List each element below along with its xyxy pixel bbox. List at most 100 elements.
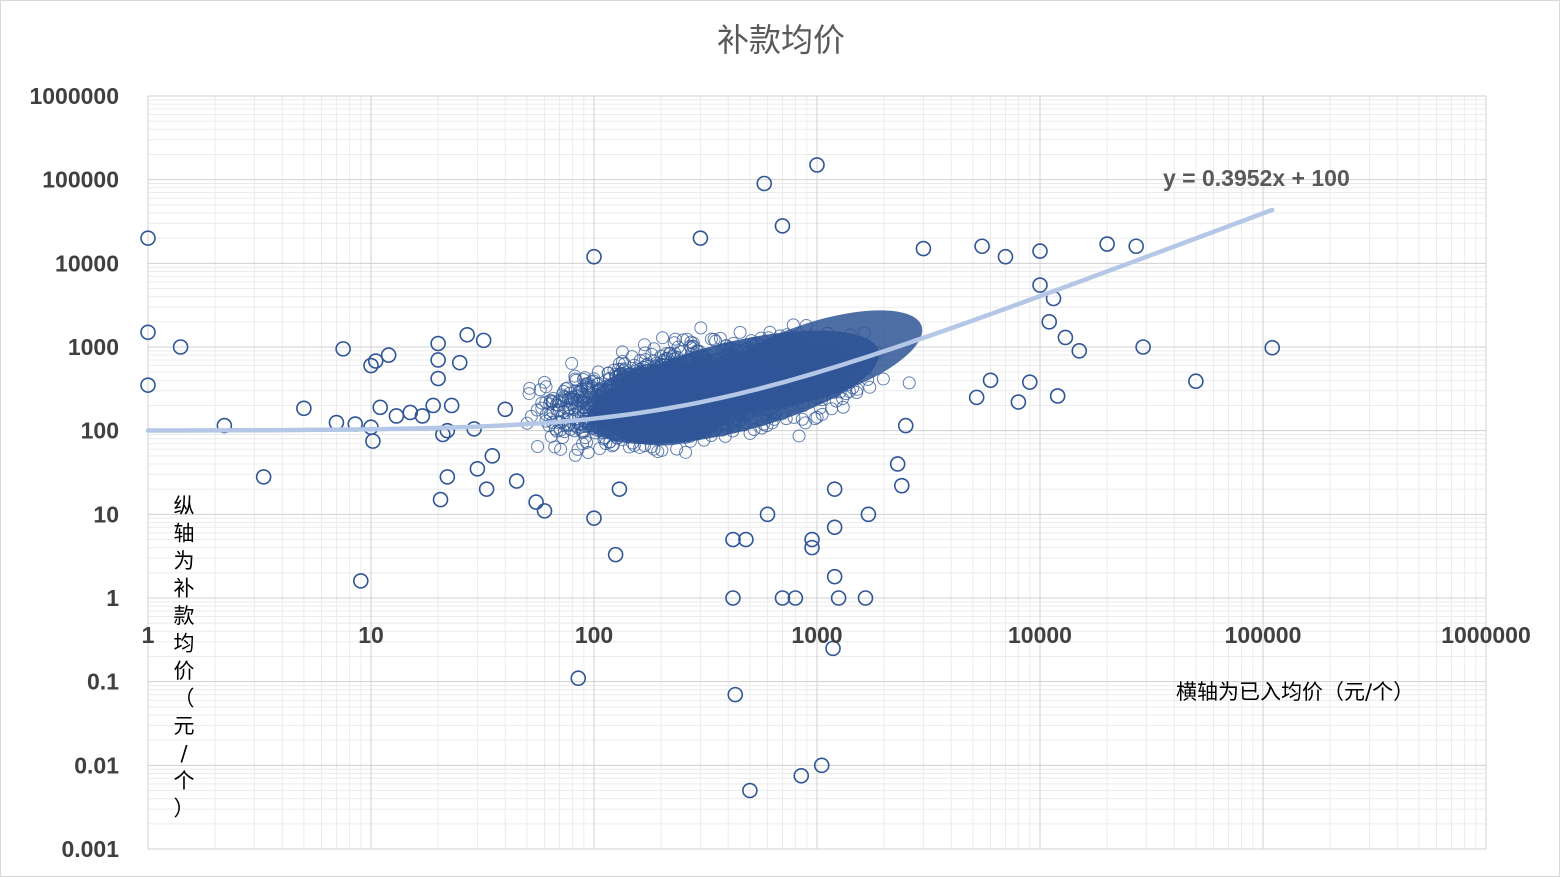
cluster-point xyxy=(795,412,809,426)
x-tick-label: 1 xyxy=(142,622,155,648)
data-point xyxy=(897,417,914,434)
data-point xyxy=(974,238,990,255)
data-point xyxy=(692,230,709,246)
data-point xyxy=(536,503,553,519)
data-point xyxy=(982,372,999,389)
data-point xyxy=(893,477,910,494)
data-point xyxy=(402,404,419,421)
data-points xyxy=(140,157,1281,799)
cluster-point xyxy=(798,416,812,430)
cluster-point xyxy=(578,371,592,385)
cluster-point xyxy=(637,338,651,352)
cluster-point xyxy=(531,440,545,454)
data-point xyxy=(727,686,744,703)
cluster-point xyxy=(815,407,829,421)
data-point xyxy=(826,481,843,497)
cluster-point xyxy=(808,412,822,426)
data-point xyxy=(432,491,449,508)
cluster-point xyxy=(836,400,850,414)
data-point xyxy=(826,568,843,585)
data-point xyxy=(756,175,773,192)
data-point xyxy=(1057,329,1074,346)
cluster-point xyxy=(568,384,582,398)
cluster-point xyxy=(593,442,607,456)
data-point xyxy=(738,531,754,548)
data-point xyxy=(915,240,932,257)
data-point xyxy=(586,510,602,526)
data-point xyxy=(725,531,741,548)
data-point xyxy=(439,469,456,485)
x-tick-label: 1000 xyxy=(791,622,842,648)
data-point xyxy=(372,399,389,416)
trendline xyxy=(145,207,1275,433)
cluster-point xyxy=(533,383,547,397)
y-axis-label: 纵轴为补款均价（元/个） xyxy=(174,494,195,821)
data-point xyxy=(430,352,446,368)
data-point xyxy=(725,590,741,606)
data-point xyxy=(414,408,431,424)
x-axis-ticks: 1 10 100 1000 10000 100000 1000000 xyxy=(142,622,1531,648)
data-point xyxy=(1049,388,1066,404)
data-point xyxy=(759,506,776,523)
cluster-point xyxy=(548,440,562,454)
cluster-point xyxy=(633,353,647,367)
x-tick-label: 100000 xyxy=(1225,622,1302,648)
data-point xyxy=(825,640,841,657)
cluster-point xyxy=(535,396,549,410)
cluster-point xyxy=(863,380,877,394)
cluster-point xyxy=(639,353,653,367)
data-point xyxy=(430,335,446,352)
data-point xyxy=(528,494,544,510)
data-point xyxy=(451,354,468,371)
data-point xyxy=(804,539,820,556)
cluster-point xyxy=(556,430,570,444)
data-point xyxy=(140,377,156,393)
cluster-point xyxy=(694,321,708,335)
cluster-point xyxy=(625,350,639,364)
data-point xyxy=(1135,339,1151,355)
cluster-point xyxy=(570,399,584,413)
data-point xyxy=(367,353,384,369)
data-point xyxy=(439,422,456,439)
cluster-point xyxy=(679,445,693,459)
cluster-point xyxy=(576,425,590,439)
data-point xyxy=(1071,343,1088,359)
cluster-core xyxy=(711,310,923,410)
gridlines xyxy=(147,95,1487,850)
data-point xyxy=(860,506,877,523)
cluster-point xyxy=(704,332,718,346)
y-tick-label: 0.1 xyxy=(87,669,119,695)
data-point xyxy=(586,248,602,265)
data-point xyxy=(475,332,492,349)
chart-title: 补款均价 xyxy=(717,21,845,59)
data-point xyxy=(826,519,843,536)
data-point xyxy=(497,401,514,418)
cluster-point xyxy=(555,388,569,402)
trendline-path xyxy=(145,207,1275,433)
cluster-point xyxy=(680,332,694,346)
cluster-point xyxy=(792,429,806,443)
data-point xyxy=(430,370,446,387)
cluster-point xyxy=(567,392,581,406)
data-point xyxy=(774,218,791,234)
data-point xyxy=(1010,394,1027,410)
data-point xyxy=(804,531,820,548)
data-point xyxy=(889,456,906,472)
y-tick-label: 1000000 xyxy=(29,83,119,109)
data-point xyxy=(508,473,525,489)
y-tick-label: 10 xyxy=(93,501,119,527)
data-point xyxy=(172,339,189,355)
data-point xyxy=(742,782,758,799)
y-tick-label: 0.01 xyxy=(74,752,119,778)
data-point xyxy=(830,590,847,606)
cluster-point xyxy=(902,376,916,390)
data-point xyxy=(388,408,405,424)
cluster-point xyxy=(615,345,629,359)
x-tick-label: 10000 xyxy=(1008,622,1072,648)
data-point xyxy=(296,400,312,417)
data-point xyxy=(478,481,495,497)
data-point xyxy=(380,347,397,363)
data-point xyxy=(363,357,379,374)
cluster-point xyxy=(546,405,560,419)
